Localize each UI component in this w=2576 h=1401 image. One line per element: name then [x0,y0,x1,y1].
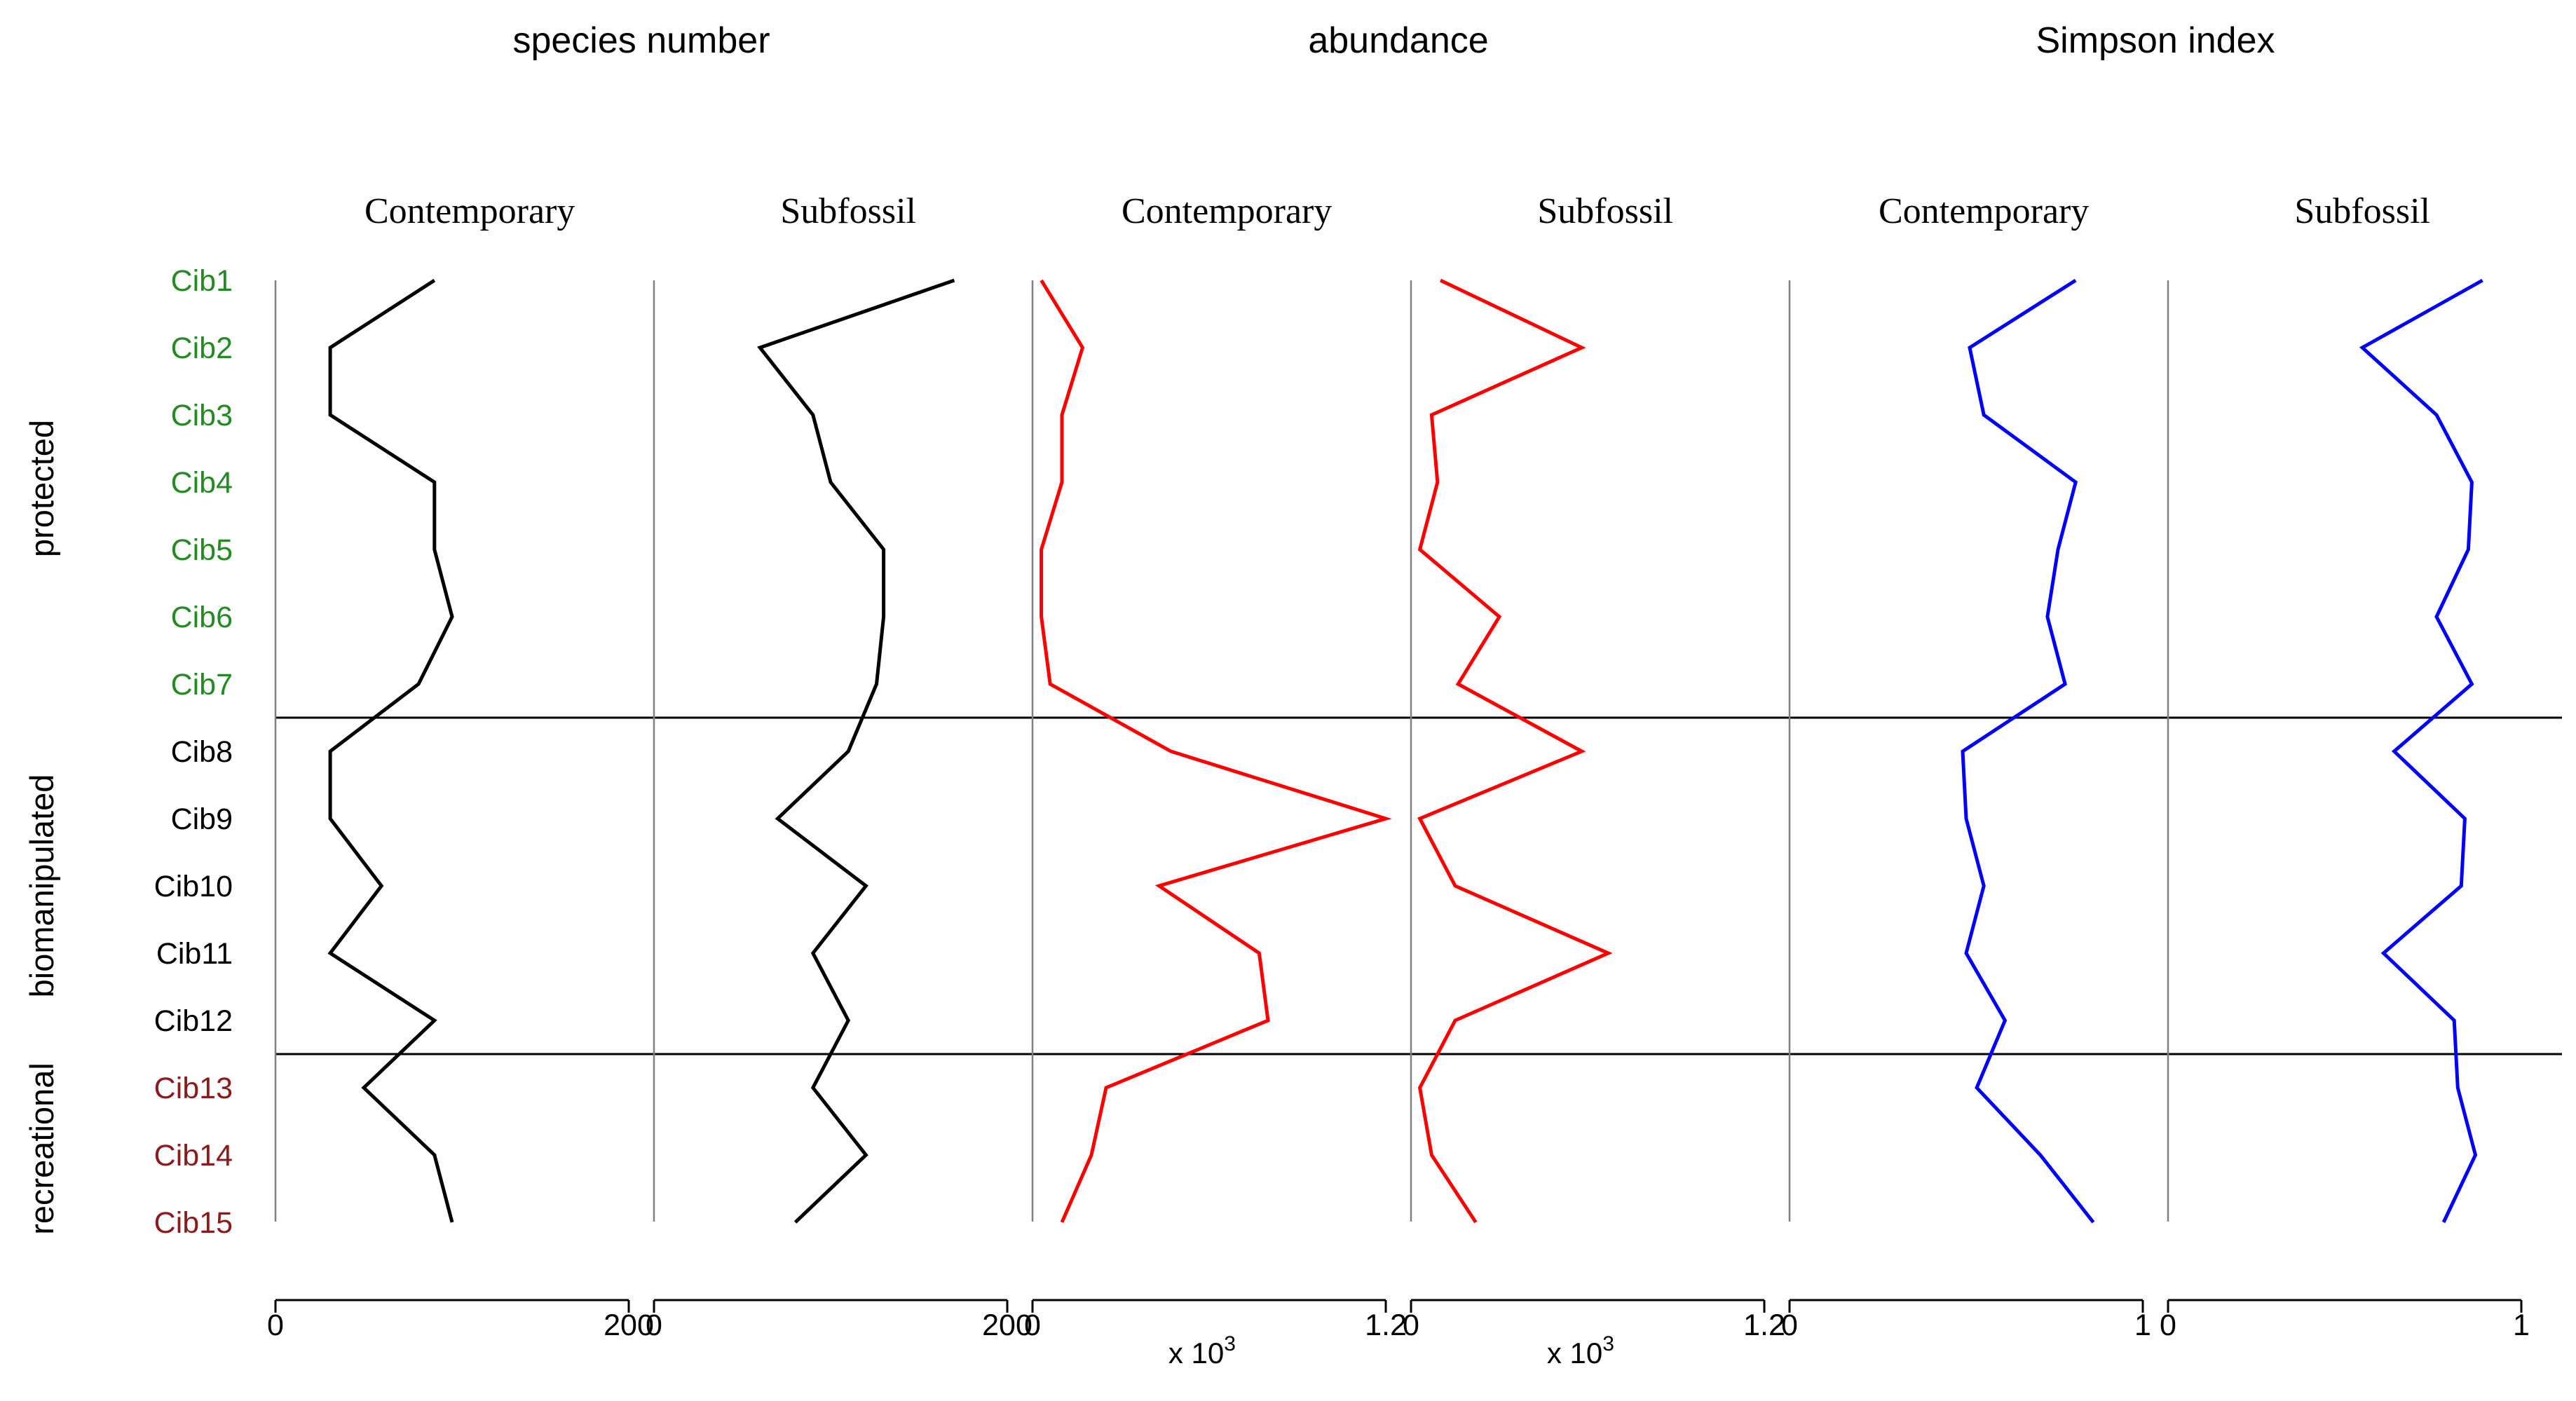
site-label: Cib6 [171,601,233,634]
x-tick-label: 1.2 [1365,1308,1407,1342]
site-label: Cib12 [154,1004,233,1038]
site-label: Cib7 [171,668,233,702]
x-tick-label: 0 [1781,1308,1798,1342]
x-tick-label: 200 [604,1308,654,1342]
site-label: Cib5 [171,533,233,567]
metric-title: species number [512,20,770,61]
x-tick-label: 0 [1403,1308,1419,1342]
series-line [757,278,955,1224]
x-multiplier: x 103 [1168,1332,1236,1369]
metric-title: abundance [1308,20,1488,61]
x-tick-label: 1 [2134,1308,2151,1342]
panel-label: Contemporary [364,191,575,231]
site-label: Cib2 [171,332,233,365]
group-label: recreational [23,1062,60,1235]
x-tick-label: 200 [982,1308,1033,1342]
x-multiplier: x 103 [1547,1332,1614,1369]
site-label: Cib8 [171,735,233,769]
panel-label: Subfossil [1537,191,1673,231]
site-label: Cib4 [171,466,233,500]
series-line [2359,278,2483,1224]
group-label: biomanipulated [23,774,60,998]
site-label: Cib3 [171,399,233,432]
series-line [1040,279,1392,1224]
x-tick-label: 0 [1024,1308,1041,1342]
x-tick-label: 0 [646,1308,662,1342]
x-tick-label: 1 [2513,1308,2530,1342]
site-label: Cib13 [154,1072,233,1105]
panel-label: Subfossil [2294,191,2430,231]
site-label: Cib11 [156,937,233,971]
site-label: Cib15 [154,1206,233,1240]
x-tick-label: 0 [267,1308,284,1342]
group-label: protected [23,420,60,557]
series-line [1417,278,1613,1224]
panel-label: Contemporary [1122,191,1332,231]
panel-label: Subfossil [780,191,916,231]
site-label: Cib14 [154,1139,233,1173]
panel-label: Contemporary [1879,191,2089,231]
series-line [1961,278,2095,1224]
site-label: Cib1 [171,264,233,298]
site-label: Cib10 [154,870,233,903]
x-tick-label: 1.2 [1743,1308,1785,1342]
series-line [327,278,454,1223]
x-tick-label: 0 [2160,1308,2176,1342]
metric-title: Simpson index [2036,20,2275,61]
site-label: Cib9 [171,802,233,836]
